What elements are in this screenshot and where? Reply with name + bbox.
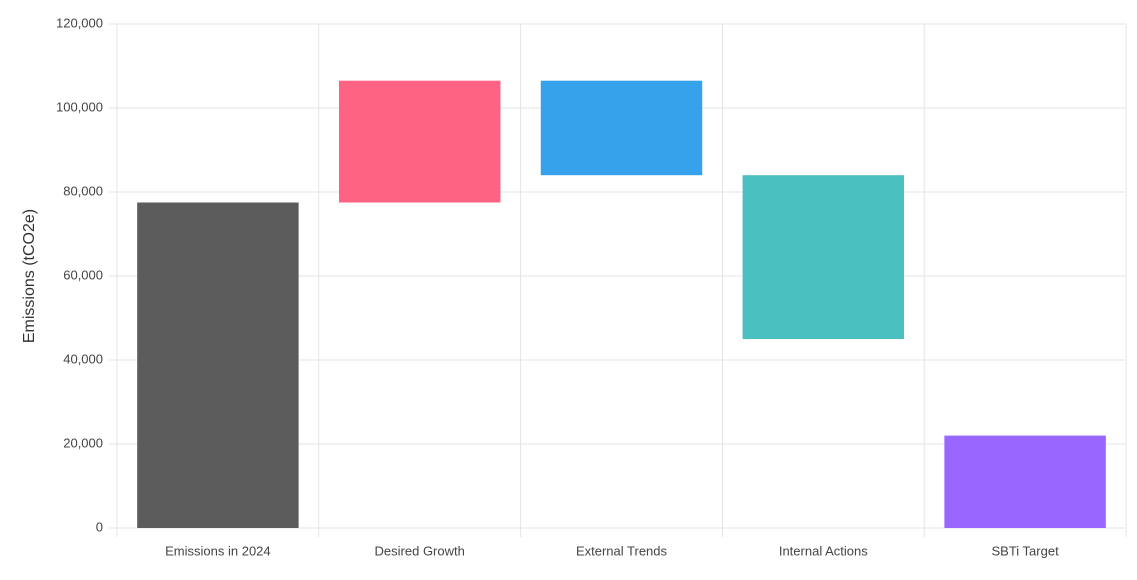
x-tick-label: Emissions in 2024 <box>165 543 271 558</box>
y-tick-label: 80,000 <box>63 183 103 198</box>
bar <box>540 80 703 176</box>
y-tick-label: 100,000 <box>56 99 103 114</box>
y-tick-label: 60,000 <box>63 267 103 282</box>
x-tick-label: Desired Growth <box>375 543 465 558</box>
bar <box>137 202 299 528</box>
x-tick-label: External Trends <box>576 543 668 558</box>
bar <box>742 175 905 339</box>
bar <box>944 435 1106 528</box>
y-tick-label: 0 <box>96 519 103 534</box>
y-tick-label: 40,000 <box>63 351 103 366</box>
y-tick-label: 120,000 <box>56 15 103 30</box>
x-tick-label: Internal Actions <box>779 543 868 558</box>
bar <box>338 80 501 203</box>
y-axis-title: Emissions (tCO2e) <box>21 209 38 343</box>
y-tick-label: 20,000 <box>63 435 103 450</box>
x-tick-label: SBTi Target <box>991 543 1059 558</box>
